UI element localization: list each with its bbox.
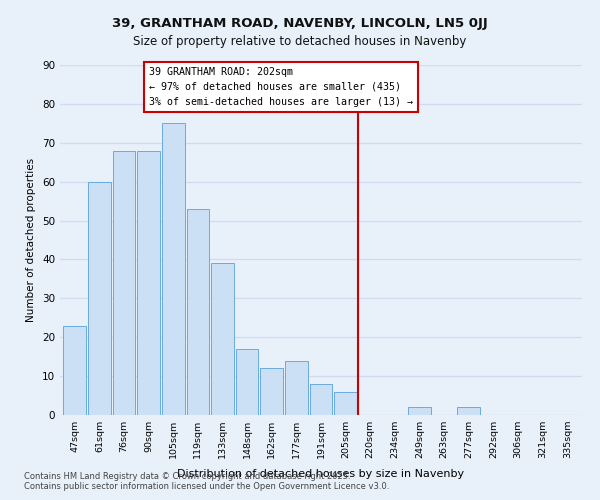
Bar <box>334 392 357 415</box>
Bar <box>260 368 283 415</box>
Bar <box>113 150 136 415</box>
Bar <box>162 124 185 415</box>
Bar <box>187 209 209 415</box>
Bar <box>137 150 160 415</box>
Text: Size of property relative to detached houses in Navenby: Size of property relative to detached ho… <box>133 35 467 48</box>
Text: 39 GRANTHAM ROAD: 202sqm
← 97% of detached houses are smaller (435)
3% of semi-d: 39 GRANTHAM ROAD: 202sqm ← 97% of detach… <box>149 67 413 106</box>
Text: 39, GRANTHAM ROAD, NAVENBY, LINCOLN, LN5 0JJ: 39, GRANTHAM ROAD, NAVENBY, LINCOLN, LN5… <box>112 18 488 30</box>
Bar <box>408 407 431 415</box>
Bar <box>310 384 332 415</box>
Bar <box>211 264 234 415</box>
Bar <box>285 360 308 415</box>
Text: Contains HM Land Registry data © Crown copyright and database right 2025.: Contains HM Land Registry data © Crown c… <box>24 472 350 481</box>
Y-axis label: Number of detached properties: Number of detached properties <box>26 158 37 322</box>
Bar <box>64 326 86 415</box>
Text: Contains public sector information licensed under the Open Government Licence v3: Contains public sector information licen… <box>24 482 389 491</box>
Bar <box>88 182 111 415</box>
Bar <box>457 407 480 415</box>
X-axis label: Distribution of detached houses by size in Navenby: Distribution of detached houses by size … <box>178 470 464 480</box>
Bar <box>236 349 259 415</box>
